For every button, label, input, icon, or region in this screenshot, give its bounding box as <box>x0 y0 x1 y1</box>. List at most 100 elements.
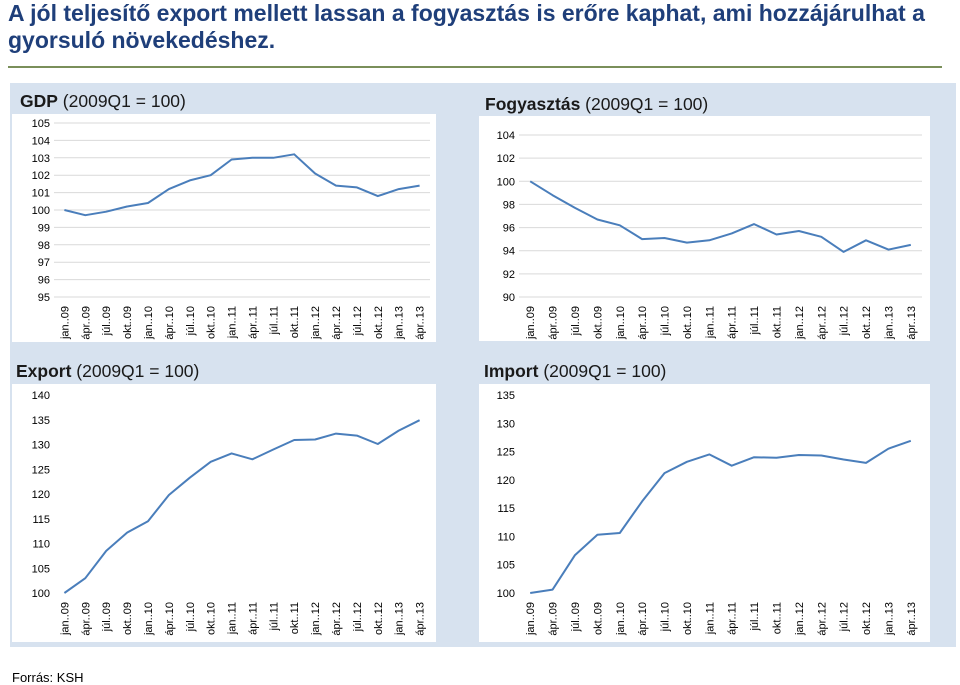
gdp-chart-svg: 95 96 97 98 99 100 101 102 103 104 105 jan..09 ápr..… <box>32 118 430 340</box>
x-tick-label: júl..12 <box>839 306 851 336</box>
x-tick-label: júl..11 <box>268 306 280 336</box>
x-tick-label: jan..13 <box>883 602 895 636</box>
x-tick-label: júl..10 <box>185 306 197 336</box>
x-tick-label: jan..09 <box>59 602 71 636</box>
x-tick-label: jan..12 <box>794 306 806 340</box>
y-tick-label: 135 <box>497 390 515 402</box>
x-tick-label: ápr..10 <box>637 306 649 340</box>
y-tick-label: 130 <box>32 440 50 452</box>
consumption-chart-svg: 90 92 94 96 98 100 102 104 jan..09 ápr..09 júl..09… <box>497 130 922 340</box>
x-tick-label: ápr..09 <box>548 602 560 636</box>
x-tick-label: ápr..09 <box>80 602 92 636</box>
x-tick-label: júl..12 <box>839 602 851 632</box>
export-chart-title: Export (2009Q1 = 100) <box>16 361 200 381</box>
y-tick-label: 120 <box>32 489 50 501</box>
x-tick-label: ápr..09 <box>548 306 560 340</box>
y-tick-label: 110 <box>497 531 515 543</box>
y-tick-label: 101 <box>32 188 50 200</box>
x-tick-label: júl..11 <box>749 306 761 336</box>
x-tick-label: júl..09 <box>101 602 113 632</box>
x-tick-label: júl..11 <box>268 602 280 632</box>
y-tick-label: 104 <box>497 130 515 142</box>
y-tick-label: 103 <box>32 153 50 165</box>
import-chart-svg: 100 105 110 115 120 125 130 135 jan..09 ápr..09 jú… <box>497 390 918 636</box>
y-tick-label: 110 <box>32 539 50 551</box>
x-tick-label: okt..11 <box>771 306 783 338</box>
import-chart: 100 105 110 115 120 125 130 135 jan..09 ápr..09 jú… <box>479 384 930 642</box>
x-tick-label: jan..09 <box>525 602 537 636</box>
x-tick-label: ápr..12 <box>816 602 828 636</box>
series-line <box>64 153 420 217</box>
x-tick-label: okt..09 <box>592 306 604 339</box>
x-tick-label: ápr..10 <box>164 602 176 636</box>
x-tick-label: ápr..12 <box>816 306 828 340</box>
x-tick-label: jan..12 <box>794 602 806 636</box>
y-tick-label: 105 <box>497 560 515 572</box>
y-tick-label: 135 <box>32 415 50 427</box>
y-tick-label: 125 <box>497 447 515 459</box>
x-tick-label: jan..10 <box>143 602 155 636</box>
y-tick-label: 102 <box>32 170 50 182</box>
x-tick-label: jan..11 <box>704 306 716 339</box>
title-divider <box>8 66 942 68</box>
x-tick-label: ápr..11 <box>727 306 739 339</box>
x-tick-label: ápr..11 <box>247 306 259 339</box>
y-tick-label: 90 <box>503 292 515 304</box>
x-tick-label: okt..12 <box>373 602 385 635</box>
y-tick-label: 94 <box>503 246 515 258</box>
x-tick-label: okt..09 <box>122 602 134 635</box>
export-chart-svg: 100 105 110 115 120 125 130 135 140 jan..09 ápr..0… <box>32 390 427 636</box>
x-tick-label: jan..10 <box>615 602 627 636</box>
y-tick-label: 92 <box>503 269 515 281</box>
y-tick-label: 125 <box>32 464 50 476</box>
x-tick-label: jan..11 <box>227 602 239 635</box>
x-tick-label: júl..12 <box>352 602 364 632</box>
y-tick-label: 98 <box>503 199 515 211</box>
consumption-chart-title: Fogyasztás (2009Q1 = 100) <box>485 94 709 114</box>
x-tick-label: ápr..11 <box>727 602 739 635</box>
y-tick-label: 100 <box>32 588 50 600</box>
x-tick-label: júl..12 <box>352 306 364 336</box>
series-line <box>63 419 421 594</box>
y-tick-label: 140 <box>32 390 50 402</box>
x-tick-label: ápr..12 <box>331 306 343 340</box>
y-tick-label: 100 <box>497 176 515 188</box>
source-note: Forrás: KSH <box>12 670 84 685</box>
x-tick-label: jan..12 <box>310 306 322 340</box>
x-tick-label: júl..11 <box>749 602 761 632</box>
x-tick-label: jan..13 <box>883 306 895 340</box>
x-tick-label: okt..11 <box>289 602 301 634</box>
export-chart: 100 105 110 115 120 125 130 135 140 jan..09 ápr..0… <box>12 384 436 642</box>
x-tick-label: júl..10 <box>660 306 672 336</box>
x-tick-label: okt..12 <box>861 306 873 339</box>
y-tick-label: 96 <box>503 223 515 235</box>
x-tick-label: jan..09 <box>59 306 71 340</box>
x-tick-label: okt..11 <box>289 306 301 338</box>
series-line <box>529 180 912 253</box>
x-tick-label: jan..12 <box>310 602 322 636</box>
x-tick-label: okt..09 <box>592 602 604 635</box>
x-tick-label: júl..09 <box>570 602 582 632</box>
x-tick-label: okt..10 <box>206 602 218 635</box>
x-tick-label: ápr..13 <box>415 602 427 636</box>
x-tick-label: okt..10 <box>682 306 694 339</box>
x-tick-label: okt..12 <box>861 602 873 635</box>
x-tick-label: ápr..12 <box>331 602 343 636</box>
x-tick-label: ápr..10 <box>164 306 176 340</box>
x-tick-label: ápr..13 <box>906 306 918 340</box>
x-tick-label: jan..10 <box>143 306 155 340</box>
y-tick-label: 95 <box>38 292 50 304</box>
x-tick-label: ápr..11 <box>247 602 259 635</box>
page-title: A jól teljesítő export mellett lassan a … <box>8 0 925 53</box>
x-tick-label: jan..13 <box>394 602 406 636</box>
x-tick-label: júl..09 <box>101 306 113 336</box>
x-tick-label: okt..11 <box>771 602 783 634</box>
y-tick-label: 115 <box>497 503 515 515</box>
y-tick-label: 99 <box>38 222 50 234</box>
gdp-chart: 95 96 97 98 99 100 101 102 103 104 105 jan..09 ápr..… <box>12 114 436 342</box>
x-tick-label: okt..10 <box>206 306 218 339</box>
import-chart-title: Import (2009Q1 = 100) <box>484 361 667 381</box>
x-tick-label: ápr..13 <box>906 602 918 636</box>
y-tick-label: 105 <box>32 563 50 575</box>
x-tick-label: okt..09 <box>122 306 134 339</box>
